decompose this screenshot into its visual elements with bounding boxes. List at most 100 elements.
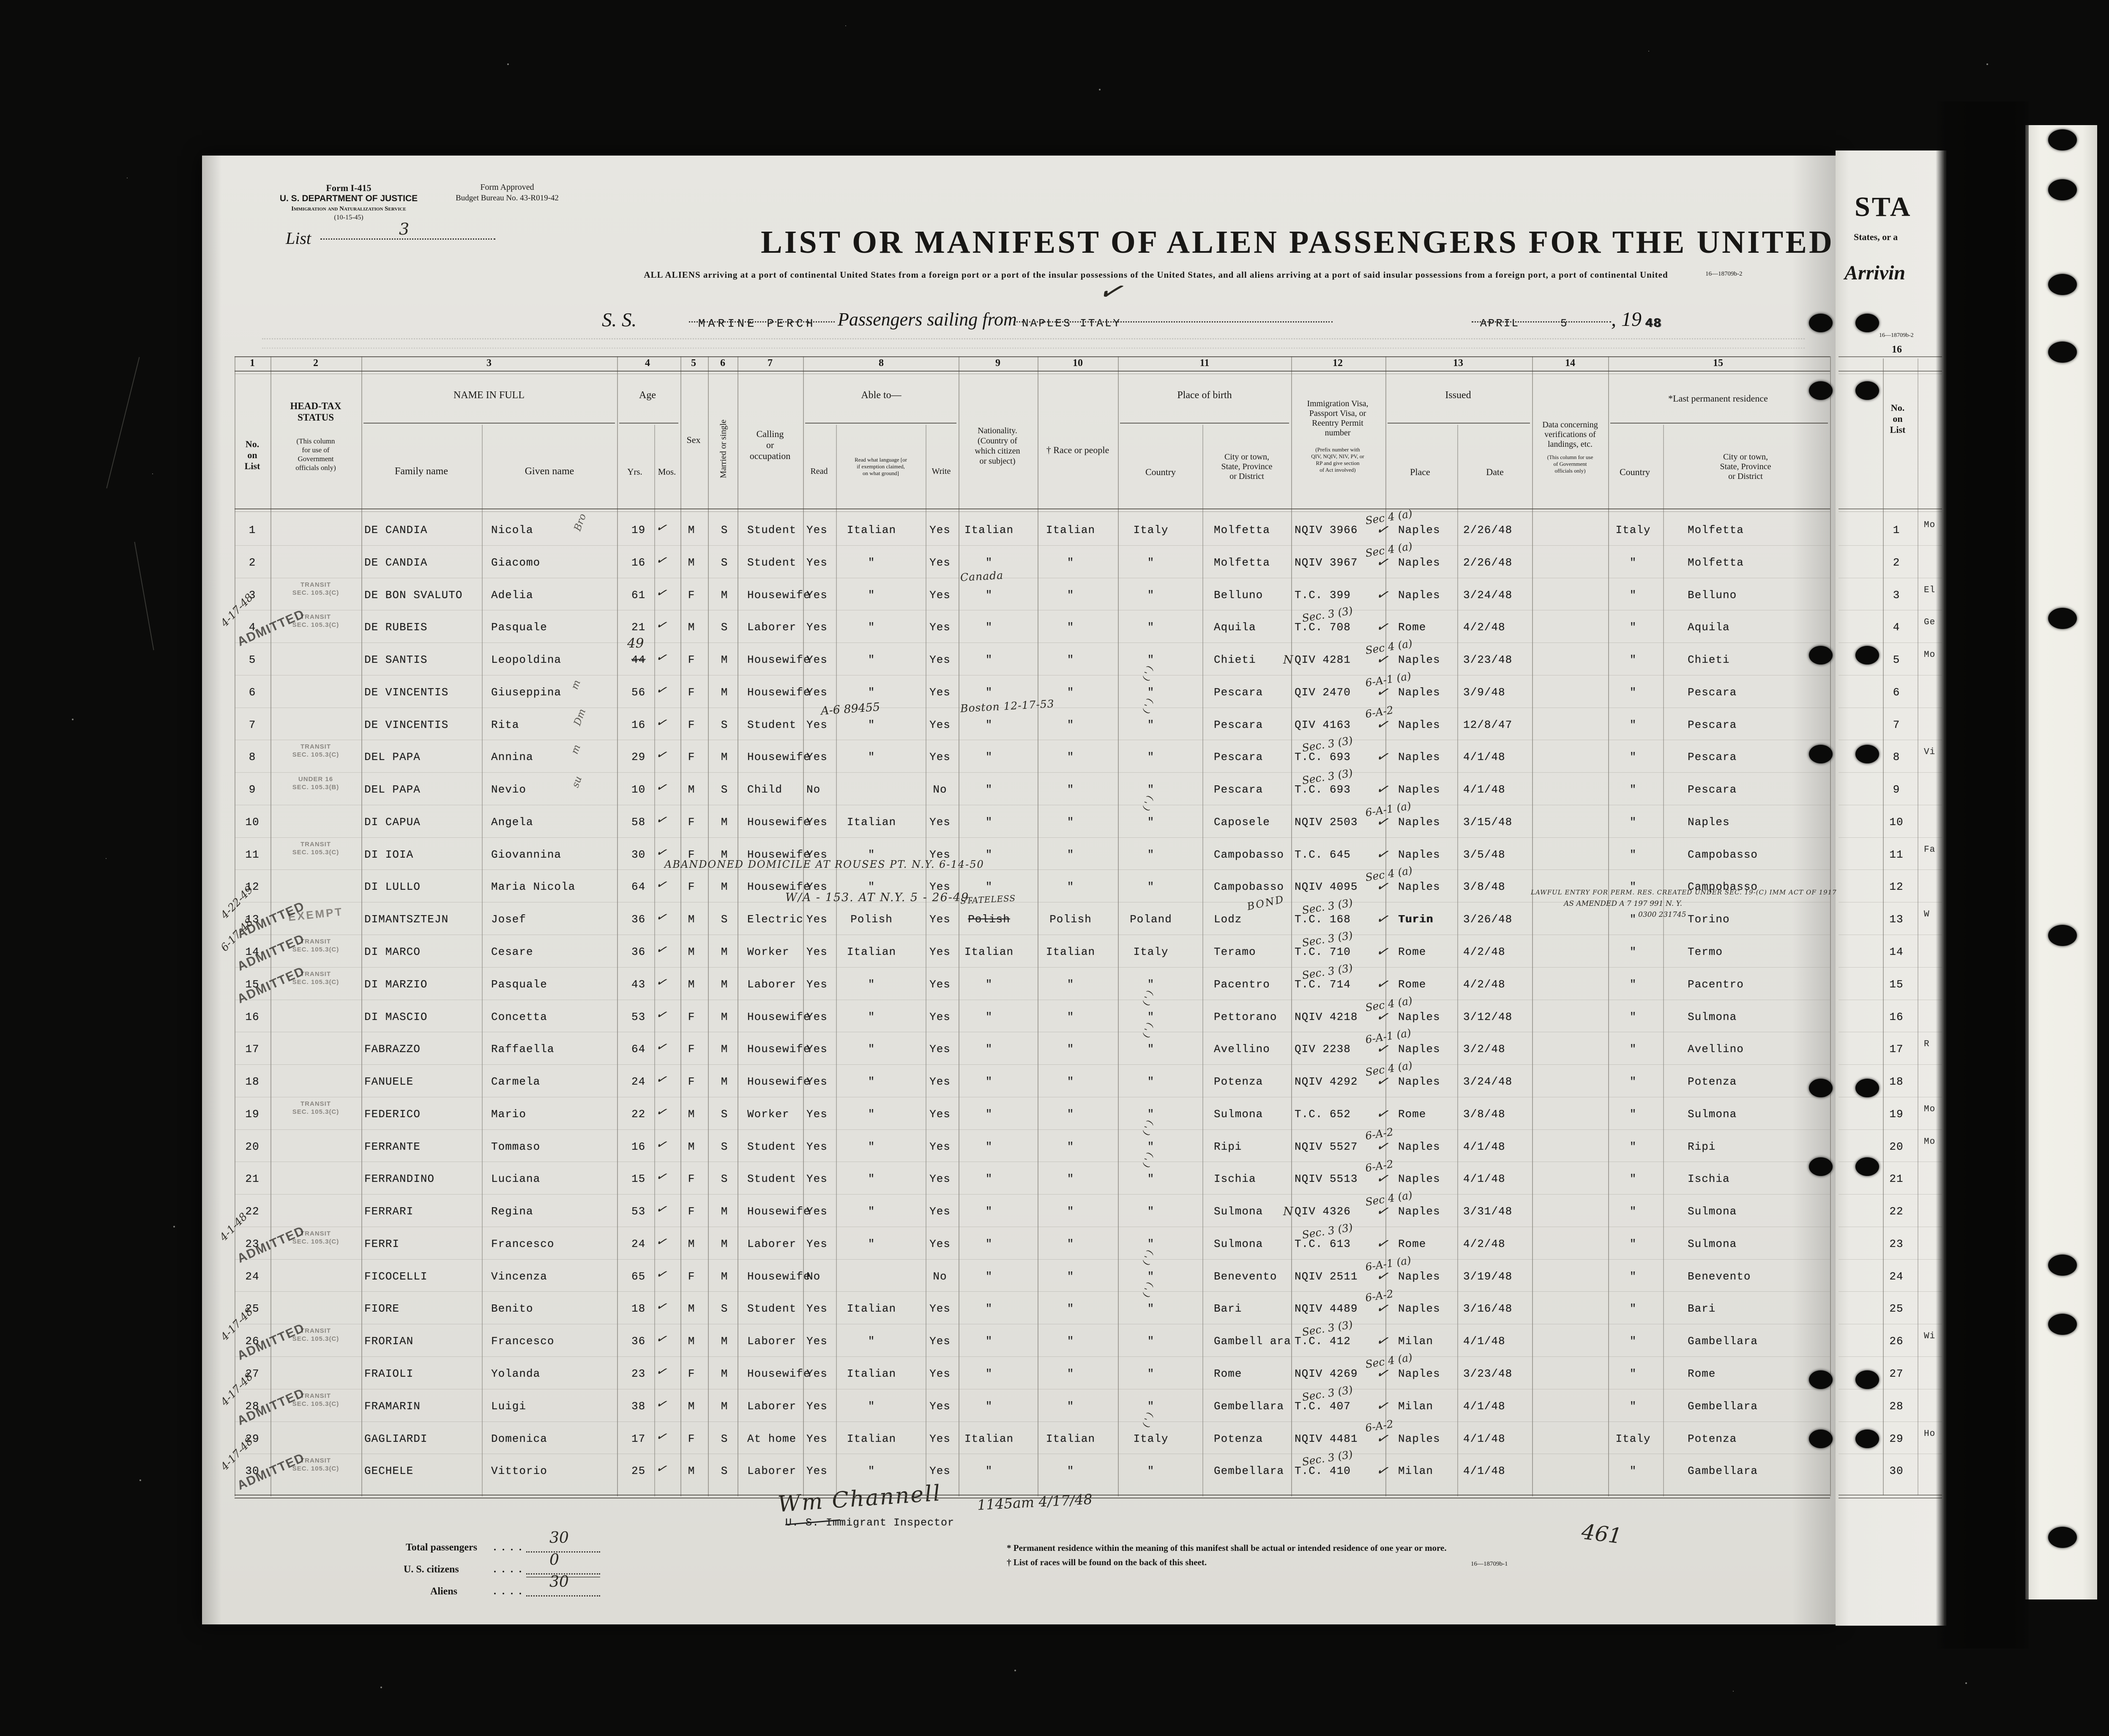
- adjacent-page-sliver: [1836, 150, 1946, 1626]
- cell-occupation: Student: [747, 1302, 797, 1315]
- cell-read: Yes: [806, 718, 828, 731]
- cell-birth-country: ": [1147, 1173, 1155, 1186]
- cell-family: FABRAZZO: [364, 1043, 421, 1056]
- department-name: U. S. DEPARTMENT OF JUSTICE: [279, 194, 418, 203]
- cell-issued-place: Naples: [1398, 880, 1440, 894]
- cell-family: GECHELE: [364, 1465, 414, 1478]
- cell-no: 8: [249, 751, 256, 764]
- header-nationality: (Country of: [978, 436, 1017, 446]
- table-line: [1839, 508, 1942, 509]
- hole-punch: [2048, 342, 2077, 363]
- header-issued-date: Date: [1486, 467, 1504, 477]
- cell-birth-country: ": [1147, 880, 1155, 894]
- cell-language: ": [868, 718, 875, 731]
- header-verification: verifications of: [1544, 430, 1596, 439]
- cell-nationality: ": [985, 1107, 993, 1121]
- column-line: [1830, 356, 1831, 1496]
- row-annotation-handwritten: ABANDONED DOMICILE AT ROUSES PT. N.Y. 6-…: [664, 858, 984, 871]
- head-tax-status-stamp: UNDER 16: [298, 776, 333, 783]
- cell-write: Yes: [929, 653, 951, 667]
- header-visa: Immigration Visa,: [1307, 399, 1369, 408]
- cell-res-country: ": [1629, 848, 1637, 861]
- cell-sex: F: [688, 1075, 695, 1088]
- cell-issued-place: Naples: [1398, 653, 1440, 667]
- head-tax-status-stamp: TRANSIT: [301, 613, 331, 621]
- cell-age: 29: [631, 751, 646, 764]
- cell-read: Yes: [806, 1465, 828, 1478]
- header-head-tax: STATUS: [297, 412, 334, 423]
- cell-age: 23: [631, 1367, 646, 1381]
- table-line: [526, 1551, 600, 1553]
- cell-res-city: Campobasso: [1688, 848, 1758, 861]
- header-verification-note: (This column for use: [1547, 454, 1593, 460]
- cell-marital: M: [721, 946, 728, 958]
- cell-language: ": [868, 1043, 875, 1056]
- cell-family: DE SANTIS: [364, 653, 428, 667]
- totals-value-handwritten: 0: [549, 1551, 559, 1569]
- cell-birth-city: Gambell ara: [1214, 1335, 1291, 1348]
- cell-family: FANUELE: [364, 1075, 414, 1088]
- side-page-fragment: Ge: [1924, 618, 1936, 628]
- cell-res-country: ": [1629, 815, 1637, 828]
- cell-res-country: ": [1629, 978, 1637, 991]
- cell-race: ": [1067, 556, 1074, 569]
- column-number: 3: [486, 358, 492, 369]
- film-speck: [72, 719, 74, 720]
- cell-race: ": [1067, 1400, 1074, 1413]
- cell-marital: S: [721, 1173, 728, 1186]
- cell-nationality: Polish: [968, 913, 1010, 926]
- table-line: [1120, 423, 1289, 424]
- service-name: Immigration and Naturalization Service: [291, 205, 406, 212]
- cell-language: ": [868, 1107, 875, 1121]
- cell-read: No: [806, 1270, 821, 1283]
- cell-race: Italian: [1046, 524, 1095, 536]
- cell-issued-place: Naples: [1398, 1432, 1440, 1445]
- cell-occupation: Student: [747, 556, 797, 569]
- cell-res-city: Pacentro: [1688, 978, 1744, 991]
- cell-language: ": [868, 1335, 875, 1348]
- cell-family: DI IOIA: [364, 848, 414, 861]
- head-tax-status-stamp: SEC. 105.3(B): [292, 784, 339, 791]
- table-line: [235, 1129, 1830, 1130]
- cell-birth-city: Aquila: [1214, 621, 1256, 634]
- cell-visa: T.C. 710: [1295, 946, 1351, 958]
- head-tax-status-stamp: TRANSIT: [301, 1327, 331, 1335]
- cell-language: Polish: [850, 913, 893, 926]
- table-line: [235, 837, 1830, 838]
- column-line: [617, 356, 618, 1496]
- header-no-on-list: List: [244, 461, 260, 471]
- film-speck: [507, 63, 509, 65]
- cell-no: 11: [245, 848, 260, 861]
- cell-res-country: ": [1629, 1465, 1637, 1478]
- sheet-code-top: 16—18709b-2: [1705, 271, 1743, 277]
- cell-no: 23: [245, 1237, 260, 1250]
- cell-visa: NQIV 4095: [1295, 880, 1358, 894]
- cell-no: 17: [245, 1043, 260, 1056]
- head-tax-status-stamp: TRANSIT: [301, 1457, 331, 1465]
- cell-issued-date: 3/9/48: [1463, 686, 1505, 699]
- side-page-title: STA: [1855, 191, 1912, 222]
- cell-nationality: ": [985, 621, 993, 634]
- side-page-row-number: 21: [1889, 1173, 1904, 1186]
- cell-res-country: ": [1629, 686, 1637, 699]
- column-line: [1202, 425, 1203, 1496]
- cell-family: FRAMARIN: [364, 1400, 421, 1413]
- cell-nationality: ": [985, 1010, 993, 1023]
- side-page-row-number: 8: [1893, 751, 1900, 764]
- cell-read: Yes: [806, 1140, 828, 1153]
- cell-given: Yolanda: [491, 1367, 541, 1381]
- cell-age: 19: [631, 524, 646, 536]
- side-page-row-number: 12: [1889, 880, 1904, 894]
- film-edge-strip: [2025, 125, 2097, 1599]
- column-number: 14: [1565, 358, 1575, 369]
- cell-birth-country: ": [1147, 1335, 1155, 1348]
- hole-punch: [1809, 1370, 1833, 1389]
- cell-birth-city: Pacentro: [1214, 978, 1270, 991]
- cell-res-country: ": [1629, 556, 1637, 569]
- cell-given: Vittorio: [491, 1465, 547, 1478]
- cell-issued-date: 4/1/48: [1463, 1465, 1505, 1478]
- side-page-row-number: 24: [1889, 1270, 1904, 1283]
- cell-visa: NQIV 2511: [1295, 1270, 1358, 1283]
- cell-read: Yes: [806, 978, 828, 991]
- cell-issued-date: 3/24/48: [1463, 588, 1513, 601]
